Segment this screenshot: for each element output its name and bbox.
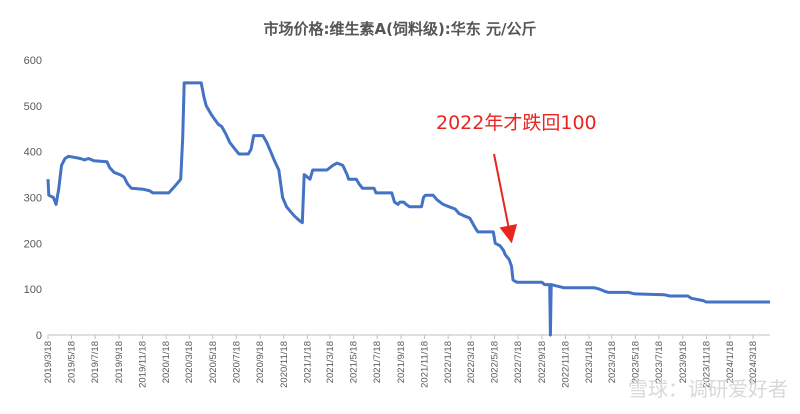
- chart-title: 市场价格:维生素A(饲料级):华东 元/公斤: [263, 20, 536, 38]
- x-tick-label: 2020/3/18: [184, 341, 195, 383]
- x-tick-label: 2023/9/18: [678, 341, 689, 383]
- x-tick-label: 2020/1/18: [161, 341, 172, 383]
- x-tick-label: 2021/1/18: [302, 341, 313, 383]
- x-tick-label: 2020/9/18: [255, 341, 266, 383]
- series-line: [46, 81, 770, 337]
- y-tick-label: 400: [24, 147, 42, 159]
- y-tick-label: 600: [24, 55, 42, 67]
- y-tick-label: 100: [24, 284, 42, 296]
- x-tick-label: 2023/3/18: [607, 341, 618, 383]
- x-tick-label: 2019/5/18: [67, 341, 78, 383]
- x-axis: 2019/3/18 2019/5/18 2019/7/18 2019/9/18 2019…: [43, 335, 759, 388]
- x-tick-label: 2020/11/18: [279, 341, 290, 388]
- x-tick-label: 2024/1/18: [725, 341, 736, 383]
- x-tick-label: 2023/5/18: [630, 341, 641, 383]
- x-tick-label: 2019/3/18: [43, 341, 54, 383]
- x-tick-label: 2021/5/18: [349, 341, 360, 383]
- y-tick-label: 0: [36, 330, 42, 342]
- x-tick-label: 2022/1/18: [443, 341, 454, 383]
- x-tick-label: 2023/11/18: [701, 341, 712, 388]
- annotation-text: 2022年才跌回100: [436, 112, 597, 134]
- x-tick-label: 2022/5/18: [489, 341, 500, 383]
- x-tick-label: 2021/11/18: [420, 341, 431, 388]
- x-tick-label: 2019/9/18: [114, 341, 125, 383]
- y-tick-label: 500: [24, 101, 42, 113]
- y-axis: 0 100 200 300 400 500 600: [24, 55, 42, 342]
- x-tick-label: 2019/11/18: [138, 341, 149, 388]
- x-tick-label: 2022/7/18: [513, 341, 524, 383]
- watermark: 雪球：调研爱好者: [628, 377, 788, 401]
- x-tick-label: 2022/11/18: [560, 341, 571, 388]
- x-tick-label: 2019/7/18: [90, 341, 101, 383]
- x-tick-label: 2021/3/18: [325, 341, 336, 383]
- x-tick-label: 2020/5/18: [208, 341, 219, 383]
- x-tick-label: 2021/9/18: [396, 341, 407, 383]
- x-tick-label: 2022/9/18: [537, 341, 548, 383]
- x-tick-label: 2022/3/18: [466, 341, 477, 383]
- y-tick-label: 200: [24, 238, 42, 250]
- x-tick-label: 2023/7/18: [654, 341, 665, 383]
- x-tick-label: 2020/7/18: [231, 341, 242, 383]
- x-tick-label: 2021/7/18: [372, 341, 383, 383]
- x-tick-label: 2023/1/18: [584, 341, 595, 383]
- annotation-arrow: [493, 153, 518, 244]
- x-tick-label: 2024/3/18: [748, 341, 759, 383]
- y-tick-label: 300: [24, 193, 42, 205]
